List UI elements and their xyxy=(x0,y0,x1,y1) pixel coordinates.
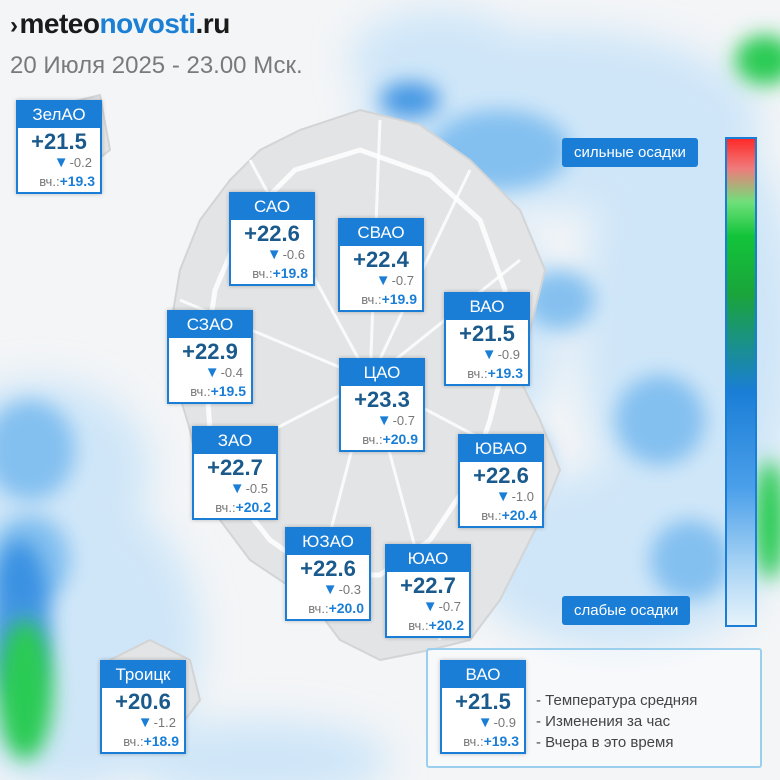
district-card-zao: ЗАО +22.7 ▼-0.5 вч.:+20.2 xyxy=(192,426,278,520)
logo-mark-icon: › xyxy=(10,12,18,39)
precipitation-color-scale xyxy=(725,137,757,627)
district-name: ЮЗАО xyxy=(287,529,369,555)
district-yesterday: вч.:+19.9 xyxy=(361,291,417,307)
district-temperature: +20.6 xyxy=(115,689,171,714)
district-card-zelao: ЗелАО +21.5 ▼-0.2 вч.:+19.3 xyxy=(16,100,102,194)
district-yesterday: вч.:+19.3 xyxy=(463,733,519,749)
district-yesterday: вч.:+20.9 xyxy=(362,431,418,447)
district-name: Троицк xyxy=(102,662,184,688)
down-triangle-icon: ▼ xyxy=(322,581,338,598)
down-triangle-icon: ▼ xyxy=(204,364,220,381)
legend-line-change: - Изменения за час xyxy=(536,713,671,730)
district-name: ЮАО xyxy=(387,546,469,572)
district-temperature: +21.5 xyxy=(31,129,87,154)
down-triangle-icon: ▼ xyxy=(376,412,392,429)
district-change: ▼-0.9 xyxy=(477,714,516,731)
district-change: ▼-0.7 xyxy=(376,412,415,429)
down-triangle-icon: ▼ xyxy=(229,480,245,497)
date-time-subtitle: 20 Июля 2025 - 23.00 Мск. xyxy=(10,52,303,79)
district-card-szao: СЗАО +22.9 ▼-0.4 вч.:+19.5 xyxy=(167,310,253,404)
district-yesterday: вч.:+20.2 xyxy=(215,499,271,515)
district-change: ▼-0.5 xyxy=(229,480,268,497)
district-card-svao: СВАО +22.4 ▼-0.7 вч.:+19.9 xyxy=(338,218,424,312)
district-temperature: +22.6 xyxy=(473,463,529,488)
district-name: ЗАО xyxy=(194,428,276,454)
district-change: ▼-0.6 xyxy=(266,246,305,263)
scale-label-heavy: сильные осадки xyxy=(562,138,698,167)
district-change: ▼-0.3 xyxy=(322,581,361,598)
district-temperature: +21.5 xyxy=(459,321,515,346)
district-name: САО xyxy=(231,194,313,220)
down-triangle-icon: ▼ xyxy=(375,272,391,289)
legend-descriptions: - Температура средняя - Изменения за час… xyxy=(536,690,697,753)
district-card-sao: САО +22.6 ▼-0.6 вч.:+19.8 xyxy=(229,192,315,286)
district-yesterday: вч.:+19.5 xyxy=(190,383,246,399)
district-name: ВАО xyxy=(442,662,524,688)
district-yesterday: вч.:+19.3 xyxy=(39,173,95,189)
district-card-yuao: ЮАО +22.7 ▼-0.7 вч.:+20.2 xyxy=(385,544,471,638)
district-card-vao: ВАО +21.5 ▼-0.9 вч.:+19.3 xyxy=(444,292,530,386)
district-change: ▼-0.9 xyxy=(481,346,520,363)
district-temperature: +22.6 xyxy=(300,556,356,581)
district-change: ▼-0.7 xyxy=(375,272,414,289)
down-triangle-icon: ▼ xyxy=(422,598,438,615)
precipitation-intense-areas xyxy=(0,35,780,760)
down-triangle-icon: ▼ xyxy=(481,346,497,363)
district-name: ЮВАО xyxy=(460,436,542,462)
district-change: ▼-0.4 xyxy=(204,364,243,381)
district-change: ▼-0.2 xyxy=(53,154,92,171)
district-name: ЗелАО xyxy=(18,102,100,128)
district-temperature: +21.5 xyxy=(455,689,511,714)
down-triangle-icon: ▼ xyxy=(137,714,153,731)
district-card-yuvao: ЮВАО +22.6 ▼-1.0 вч.:+20.4 xyxy=(458,434,544,528)
down-triangle-icon: ▼ xyxy=(53,154,69,171)
district-name: ВАО xyxy=(446,294,528,320)
district-yesterday: вч.:+18.9 xyxy=(123,733,179,749)
district-card-yuzao: ЮЗАО +22.6 ▼-0.3 вч.:+20.0 xyxy=(285,527,371,621)
district-yesterday: вч.:+19.3 xyxy=(467,365,523,381)
district-name: ЦАО xyxy=(341,360,423,386)
district-name: СВАО xyxy=(340,220,422,246)
district-yesterday: вч.:+20.4 xyxy=(481,507,537,523)
district-temperature: +22.4 xyxy=(353,247,409,272)
legend-line-temperature: - Температура средняя xyxy=(536,692,698,709)
scale-label-light: слабые осадки xyxy=(562,596,691,625)
district-name: СЗАО xyxy=(169,312,251,338)
district-change: ▼-0.7 xyxy=(422,598,461,615)
district-card-troitsk: Троицк +20.6 ▼-1.2 вч.:+18.9 xyxy=(100,660,186,754)
district-change: ▼-1.2 xyxy=(137,714,176,731)
site-logo: ›meteonovosti.ru xyxy=(10,8,230,39)
district-yesterday: вч.:+20.2 xyxy=(408,617,464,633)
legend-line-yesterday: - Вчера в это время xyxy=(536,734,674,751)
district-temperature: +22.7 xyxy=(400,573,456,598)
district-yesterday: вч.:+20.0 xyxy=(308,600,364,616)
down-triangle-icon: ▼ xyxy=(266,246,282,263)
district-yesterday: вч.:+19.8 xyxy=(252,265,308,281)
district-card-cao: ЦАО +23.3 ▼-0.7 вч.:+20.9 xyxy=(339,358,425,452)
down-triangle-icon: ▼ xyxy=(477,714,493,731)
down-triangle-icon: ▼ xyxy=(495,488,511,505)
district-temperature: +22.6 xyxy=(244,221,300,246)
district-temperature: +22.9 xyxy=(182,339,238,364)
district-temperature: +23.3 xyxy=(354,387,410,412)
legend-sample-card: ВАО +21.5 ▼-0.9 вч.:+19.3 xyxy=(440,660,526,754)
district-temperature: +22.7 xyxy=(207,455,263,480)
district-change: ▼-1.0 xyxy=(495,488,534,505)
